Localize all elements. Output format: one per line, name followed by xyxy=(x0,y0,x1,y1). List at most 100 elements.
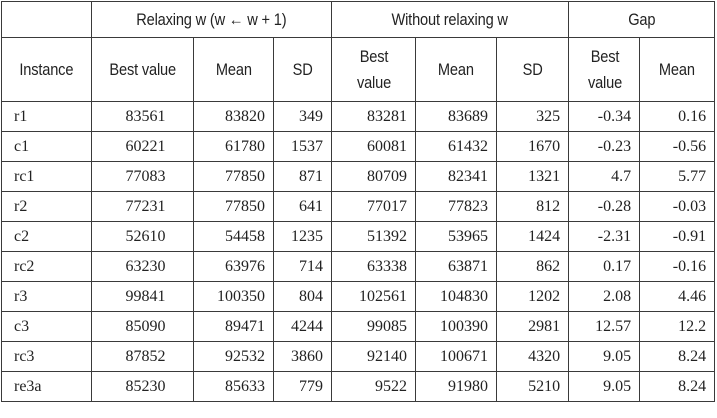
col-relax-best: Best value xyxy=(91,37,194,102)
table-row: re3a 85230 85633 779 9522 91980 5210 9.05 8.24 xyxy=(1,371,716,402)
cell-relax-mean: 89471 xyxy=(193,311,274,342)
cell-norelax-sd: 1202 xyxy=(496,281,570,312)
cell-relax-mean: 100350 xyxy=(193,281,274,312)
col-instance-label: Instance xyxy=(19,59,74,79)
cell-gap-mean: -0.91 xyxy=(639,221,716,252)
cell-norelax-mean: 83689 xyxy=(415,101,498,132)
results-table: Relaxing w (w ← w + 1) Without relaxing … xyxy=(1,1,716,402)
cell-relax-sd: 1235 xyxy=(272,221,333,252)
cell-norelax-best: 51392 xyxy=(331,221,417,252)
cell-norelax-sd: 2981 xyxy=(496,311,570,342)
cell-norelax-best: 77017 xyxy=(331,191,417,222)
cell-gap-best: 9.05 xyxy=(568,341,641,372)
group-relaxing-label: Relaxing w (w ← w + 1) xyxy=(136,9,287,29)
cell-instance: r2 xyxy=(1,191,92,222)
cell-norelax-sd: 325 xyxy=(496,101,570,132)
cell-relax-mean: 77850 xyxy=(193,161,274,192)
table-row: c2 52610 54458 1235 51392 53965 1424 -2.31 -0.91 xyxy=(1,221,716,252)
col-gap-best-label: Best value xyxy=(588,46,623,92)
table-row: r3 99841 100350 804 102561 104830 1202 2.08 4.46 xyxy=(1,281,716,312)
cell-relax-mean: 61780 xyxy=(193,131,274,162)
cell-norelax-sd: 1424 xyxy=(496,221,570,252)
cell-norelax-mean: 100671 xyxy=(415,341,498,372)
cell-gap-best: 4.7 xyxy=(568,161,641,192)
cell-relax-best: 85090 xyxy=(91,311,194,342)
cell-relax-best: 85230 xyxy=(91,371,194,402)
cell-norelax-mean: 61432 xyxy=(415,131,498,162)
table-row: r1 83561 83820 349 83281 83689 325 -0.34 0.16 xyxy=(1,101,716,132)
cell-gap-mean: 12.2 xyxy=(639,311,716,342)
cell-gap-mean: 0.16 xyxy=(639,101,716,132)
cell-gap-mean: 4.46 xyxy=(639,281,716,312)
cell-norelax-best: 60081 xyxy=(331,131,417,162)
cell-norelax-sd: 1670 xyxy=(496,131,570,162)
cell-gap-best: -0.23 xyxy=(568,131,641,162)
cell-relax-best: 63230 xyxy=(91,251,194,282)
col-norelax-best: Best value xyxy=(331,37,417,102)
cell-instance: c2 xyxy=(1,221,92,252)
cell-norelax-best: 9522 xyxy=(331,371,417,402)
cell-relax-sd: 4244 xyxy=(272,311,333,342)
group-gap-label: Gap xyxy=(628,9,656,29)
group-relaxing-header: Relaxing w (w ← w + 1) xyxy=(90,1,333,38)
cell-instance: rc3 xyxy=(1,341,92,372)
cell-instance: re3a xyxy=(1,371,92,402)
cell-relax-sd: 871 xyxy=(272,161,333,192)
col-norelax-sd-label: SD xyxy=(522,59,543,79)
cell-norelax-sd: 862 xyxy=(496,251,570,282)
cell-gap-best: 2.08 xyxy=(568,281,641,312)
cell-relax-best: 77083 xyxy=(91,161,194,192)
cell-relax-mean: 77850 xyxy=(193,191,274,222)
cell-gap-best: -2.31 xyxy=(568,221,641,252)
col-norelax-mean: Mean xyxy=(415,37,498,102)
cell-gap-mean: 8.24 xyxy=(639,341,716,372)
cell-instance: c3 xyxy=(1,311,92,342)
cell-relax-best: 99841 xyxy=(91,281,194,312)
cell-relax-best: 60221 xyxy=(91,131,194,162)
cell-norelax-mean: 77823 xyxy=(415,191,498,222)
cell-gap-best: -0.28 xyxy=(568,191,641,222)
col-gap-best: Best value xyxy=(568,37,641,102)
cell-norelax-mean: 100390 xyxy=(415,311,498,342)
cell-norelax-mean: 63871 xyxy=(415,251,498,282)
col-relax-best-label: Best value xyxy=(109,59,176,79)
cell-gap-best: 0.17 xyxy=(568,251,641,282)
cell-relax-best: 77231 xyxy=(91,191,194,222)
cell-gap-mean: -0.16 xyxy=(639,251,716,282)
table-row: rc1 77083 77850 871 80709 82341 1321 4.7 5.77 xyxy=(1,161,716,192)
group-gap-header: Gap xyxy=(568,1,716,38)
cell-gap-best: 12.57 xyxy=(568,311,641,342)
cell-norelax-mean: 53965 xyxy=(415,221,498,252)
cell-instance: c1 xyxy=(1,131,92,162)
corner-cell xyxy=(1,1,92,38)
cell-norelax-sd: 812 xyxy=(496,191,570,222)
cell-norelax-best: 80709 xyxy=(331,161,417,192)
cell-relax-sd: 1537 xyxy=(272,131,333,162)
cell-norelax-best: 63338 xyxy=(331,251,417,282)
cell-gap-best: 9.05 xyxy=(568,371,641,402)
cell-relax-mean: 85633 xyxy=(193,371,274,402)
cell-relax-mean: 63976 xyxy=(193,251,274,282)
table-body: r1 83561 83820 349 83281 83689 325 -0.34 0.16 c1 6… xyxy=(1,101,716,402)
cell-norelax-sd: 4320 xyxy=(496,341,570,372)
cell-norelax-best: 102561 xyxy=(331,281,417,312)
group-without-relaxing-header: Without relaxing w xyxy=(331,1,570,38)
cell-gap-mean: 8.24 xyxy=(639,371,716,402)
cell-relax-mean: 54458 xyxy=(193,221,274,252)
col-norelax-sd: SD xyxy=(496,37,570,102)
cell-relax-sd: 714 xyxy=(272,251,333,282)
cell-instance: rc1 xyxy=(1,161,92,192)
cell-gap-mean: -0.03 xyxy=(639,191,716,222)
cell-relax-sd: 779 xyxy=(272,371,333,402)
cell-relax-best: 52610 xyxy=(91,221,194,252)
cell-relax-mean: 92532 xyxy=(193,341,274,372)
cell-instance: r3 xyxy=(1,281,92,312)
column-header-row: Instance Best value Mean SD Best value M… xyxy=(1,37,716,102)
table-row: r2 77231 77850 641 77017 77823 812 -0.28 -0.03 xyxy=(1,191,716,222)
table-row: c1 60221 61780 1537 60081 61432 1670 -0.23 -0.56 xyxy=(1,131,716,162)
col-norelax-best-label: Best value xyxy=(356,46,391,92)
cell-norelax-mean: 104830 xyxy=(415,281,498,312)
col-gap-mean: Mean xyxy=(639,37,716,102)
cell-gap-mean: 5.77 xyxy=(639,161,716,192)
cell-norelax-sd: 5210 xyxy=(496,371,570,402)
